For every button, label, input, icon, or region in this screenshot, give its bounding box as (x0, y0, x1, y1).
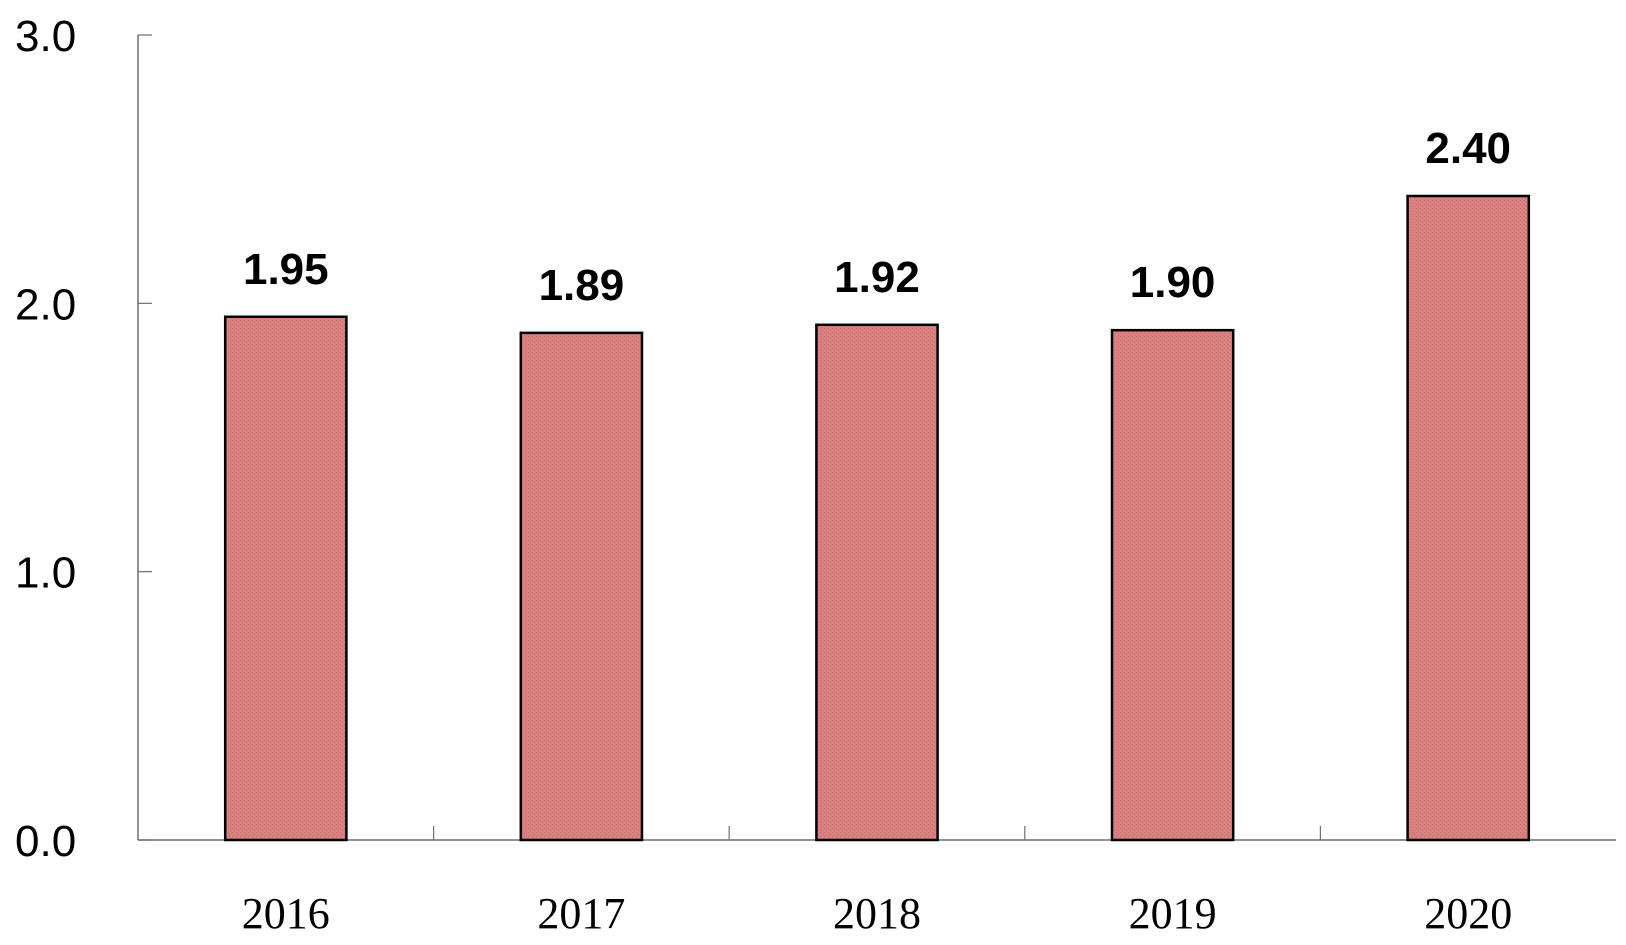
x-axis: 2016 2017 2018 2019 2020 (138, 826, 1616, 938)
x-tick-label-2019: 2019 (1129, 889, 1217, 938)
y-tick-label: 0.0 (15, 817, 76, 866)
x-tick-label-2016: 2016 (242, 889, 330, 938)
bar-2017 (519, 331, 644, 842)
data-label-2017: 1.89 (539, 261, 625, 310)
y-tick-label: 2.0 (15, 280, 76, 329)
data-label-2016: 1.95 (243, 245, 329, 294)
x-tick-label-2017: 2017 (537, 889, 625, 938)
bar-2019 (1110, 328, 1235, 842)
x-tick-label-2020: 2020 (1424, 889, 1512, 938)
bars (223, 194, 1531, 842)
bar-2020 (1406, 194, 1531, 842)
bar-2016 (223, 315, 348, 842)
y-tick-label: 1.0 (15, 549, 76, 598)
data-label-2018: 1.92 (834, 253, 920, 302)
bar-2018 (815, 323, 939, 842)
data-label-2019: 1.90 (1130, 258, 1216, 307)
x-tick-label-2018: 2018 (833, 889, 921, 938)
y-tick-label: 3.0 (15, 12, 76, 61)
data-label-2020: 2.40 (1425, 124, 1511, 173)
y-axis: 0.0 1.0 2.0 3.0 (15, 12, 152, 866)
data-labels: 1.95 1.89 1.92 1.90 2.40 (243, 124, 1511, 310)
